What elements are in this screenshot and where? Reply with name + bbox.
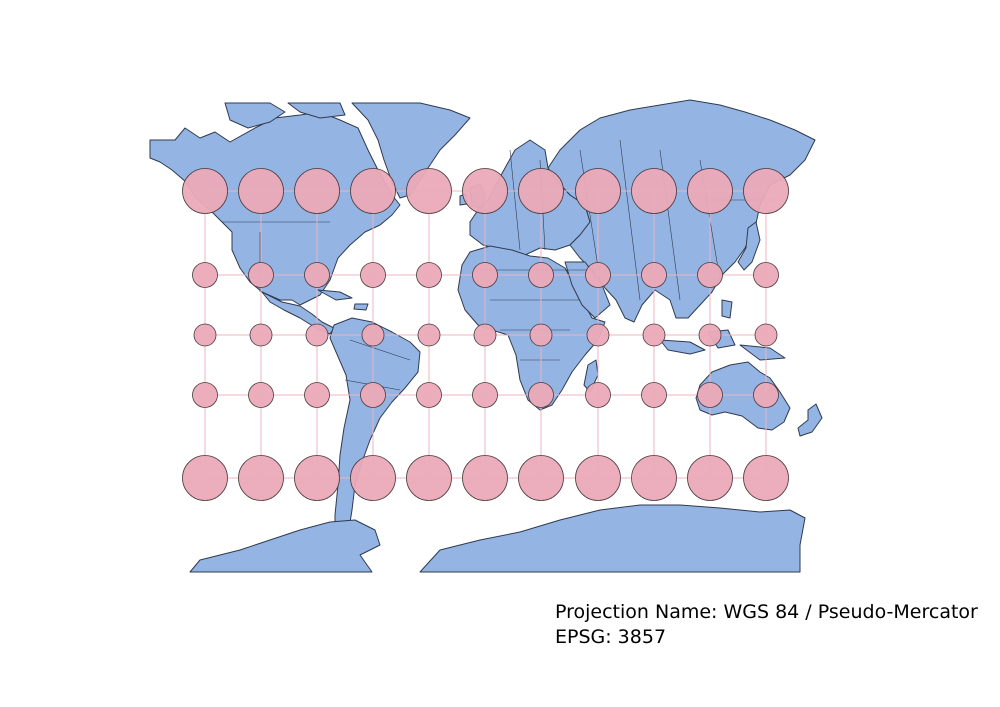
- tissot-circle: [416, 262, 442, 288]
- tissot-circle: [753, 262, 779, 288]
- tissot-circle: [248, 262, 274, 288]
- tissot-circle: [473, 323, 497, 347]
- tissot-circle: [529, 323, 553, 347]
- indonesia: [659, 299, 786, 361]
- tissot-circle: [182, 168, 228, 214]
- tissot-circle: [641, 382, 667, 408]
- caribbean: [317, 289, 369, 311]
- tissot-circle: [518, 168, 564, 214]
- tissot-circle: [192, 382, 218, 408]
- tissot-circle: [193, 323, 217, 347]
- tissot-circle: [585, 382, 611, 408]
- tissot-circle: [182, 455, 228, 501]
- tissot-circles: [182, 168, 789, 501]
- arctic-islands: [224, 102, 346, 129]
- antarctica: [189, 504, 806, 573]
- tissot-circle: [472, 382, 498, 408]
- south-america: [329, 317, 421, 561]
- tissot-circle: [575, 168, 621, 214]
- tissot-circle: [631, 455, 677, 501]
- tissot-circle: [350, 168, 396, 214]
- tissot-circle: [631, 168, 677, 214]
- arabia: [564, 261, 611, 319]
- tissot-circle: [248, 382, 274, 408]
- tissot-circle: [304, 382, 330, 408]
- tissot-circle: [361, 323, 385, 347]
- tissot-circle: [294, 168, 340, 214]
- tissot-circle: [472, 262, 498, 288]
- tissot-circle: [416, 382, 442, 408]
- tissot-circle: [238, 168, 284, 214]
- tissot-circle: [406, 168, 452, 214]
- tissot-circle: [462, 168, 508, 214]
- tissot-circle: [192, 262, 218, 288]
- tissot-circle: [687, 168, 733, 214]
- tissot-circle: [743, 455, 789, 501]
- tissot-circle: [687, 455, 733, 501]
- projection-name-label: Projection Name: WGS 84 / Pseudo-Mercato…: [555, 601, 978, 623]
- epsg-code-label: EPSG: 3857: [555, 626, 667, 648]
- tissot-circle: [249, 323, 273, 347]
- tissot-circle: [698, 323, 722, 347]
- tissot-circle: [305, 323, 329, 347]
- land-layer: [149, 99, 823, 573]
- tissot-circle: [518, 455, 564, 501]
- tissot-circle: [697, 382, 723, 408]
- tissot-circle: [754, 323, 778, 347]
- tissot-circle: [406, 455, 452, 501]
- tissot-circle: [585, 262, 611, 288]
- tissot-circle: [642, 323, 666, 347]
- japan: [737, 221, 761, 271]
- map-caption: Projection Name: WGS 84 / Pseudo-Mercato…: [555, 600, 978, 650]
- tissot-circle: [294, 455, 340, 501]
- tissot-circle: [575, 455, 621, 501]
- tissot-circle: [743, 168, 789, 214]
- tissot-circle: [697, 262, 723, 288]
- tissot-circle: [360, 382, 386, 408]
- tissot-circle: [586, 323, 610, 347]
- tissot-circle: [528, 382, 554, 408]
- tissot-circle: [462, 455, 508, 501]
- tissot-circle: [360, 262, 386, 288]
- tissot-circle: [238, 455, 284, 501]
- tissot-circle: [417, 323, 441, 347]
- tissot-circle: [528, 262, 554, 288]
- tissot-circle: [350, 455, 396, 501]
- new-zealand: [797, 403, 823, 437]
- tissot-circle: [641, 262, 667, 288]
- tissot-circle: [304, 262, 330, 288]
- tissot-circle: [753, 382, 779, 408]
